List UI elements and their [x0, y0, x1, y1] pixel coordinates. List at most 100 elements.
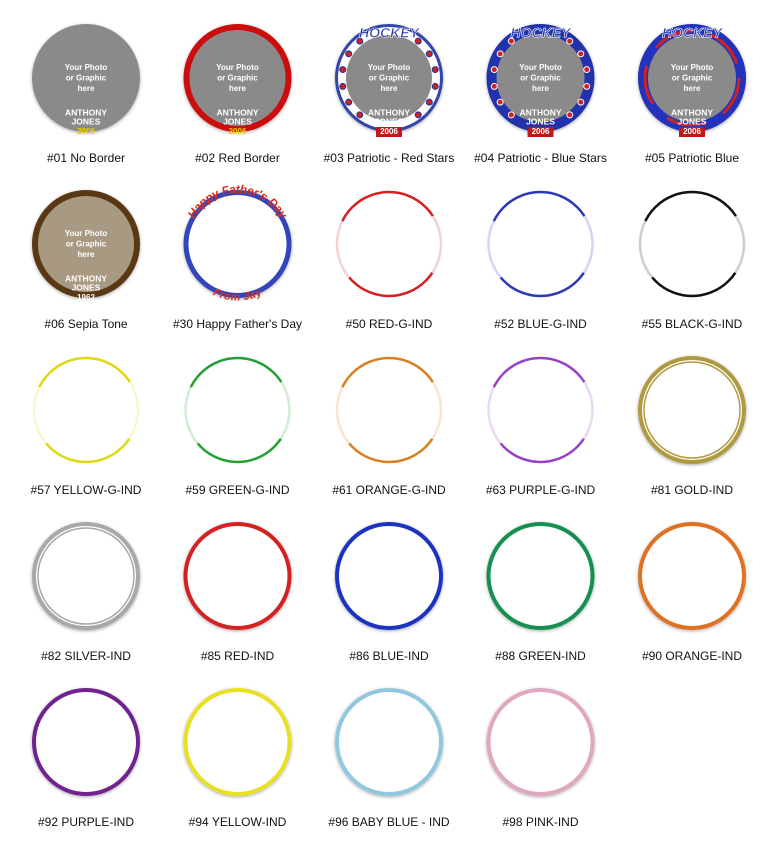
option-label: #63 PURPLE-G-IND [485, 483, 596, 497]
photo-placeholder: Your Photo [65, 229, 108, 238]
ring-highlight [335, 356, 443, 464]
option-label: #98 PINK-IND [502, 815, 579, 829]
button [335, 190, 443, 298]
star [577, 50, 585, 58]
option-label: #86 BLUE-IND [349, 649, 429, 663]
star [490, 66, 498, 74]
name-text: JONES [72, 282, 101, 292]
photo-placeholder: Your Photo [368, 63, 411, 72]
button [335, 356, 443, 464]
star [496, 98, 504, 106]
photo-placeholder: Your Photo [671, 63, 714, 72]
ring [486, 522, 595, 630]
inner-ring [643, 361, 741, 459]
photo-placeholder: here [78, 250, 95, 259]
name-text: JONES [72, 116, 101, 126]
ring [487, 356, 594, 464]
option-label: #82 SILVER-IND [41, 649, 131, 663]
button-face [183, 24, 292, 132]
inner-ring [37, 527, 135, 625]
name-text: JONES [375, 116, 404, 126]
button [32, 688, 140, 796]
button [335, 688, 443, 796]
star [356, 111, 364, 119]
ring-highlight [32, 356, 140, 464]
star [583, 66, 591, 74]
star [345, 50, 353, 58]
year-bg [376, 127, 402, 137]
photo-placeholder: or Graphic [66, 240, 107, 249]
star [583, 82, 591, 90]
button [486, 688, 595, 796]
ring [335, 356, 443, 464]
star [566, 37, 574, 45]
inner-ring [643, 29, 741, 127]
photo-placeholder: here [381, 84, 398, 93]
star [490, 82, 498, 90]
option-label: #90 ORANGE-IND [641, 649, 743, 663]
name-text: JONES [526, 116, 555, 126]
star [339, 66, 347, 74]
option-label: #30 Happy Father's Day [172, 317, 303, 331]
ring [638, 356, 746, 464]
name-text: ANTHONY [519, 107, 561, 117]
signature-text: From Jay [211, 286, 264, 304]
button [335, 522, 443, 630]
photo-placeholder: here [532, 84, 549, 93]
option-label: #92 PURPLE-IND [37, 815, 135, 829]
option-label: #57 YELLOW-G-IND [30, 483, 142, 497]
ring [335, 522, 443, 630]
button [184, 356, 291, 464]
option-label: #88 GREEN-IND [495, 649, 586, 663]
ring [32, 356, 140, 464]
option-label: #61 ORANGE-G-IND [332, 483, 446, 497]
star [431, 66, 439, 74]
option-label: #52 BLUE-G-IND [494, 317, 587, 331]
ring [183, 522, 292, 630]
star [577, 98, 585, 106]
star [496, 50, 504, 58]
inner-ring [338, 27, 440, 129]
ring [487, 190, 594, 298]
option-label: #04 Patriotic - Blue Stars [474, 151, 607, 165]
photo-placeholder: here [229, 84, 246, 93]
button [183, 522, 292, 630]
ring [638, 522, 746, 630]
photo-placeholder: Your Photo [65, 63, 108, 72]
button [638, 190, 746, 298]
ring [184, 356, 291, 464]
photo-placeholder: Your Photo [519, 63, 562, 72]
button-face [32, 190, 140, 298]
button [32, 356, 140, 464]
star [507, 111, 515, 119]
photo-placeholder: here [78, 84, 95, 93]
button [487, 356, 594, 464]
button [183, 688, 292, 796]
option-label: #85 RED-IND [200, 649, 275, 663]
ring [486, 688, 595, 796]
option-label: #94 YELLOW-IND [188, 815, 287, 829]
option-label: #01 No Border [46, 151, 126, 165]
button [486, 190, 594, 298]
photo-placeholder: or Graphic [672, 74, 713, 83]
name-text: ANTHONY [65, 273, 107, 283]
star [425, 50, 433, 58]
button [638, 522, 746, 630]
option-label: #05 Patriotic Blue [644, 151, 740, 165]
name-text: ANTHONY [368, 107, 410, 117]
button-face [32, 24, 140, 132]
button [638, 356, 746, 464]
ring [638, 190, 746, 298]
option-label: #55 BLACK-G-IND [641, 317, 743, 331]
curved-text: From Jay [211, 286, 264, 304]
star [431, 82, 439, 90]
star [345, 98, 353, 106]
